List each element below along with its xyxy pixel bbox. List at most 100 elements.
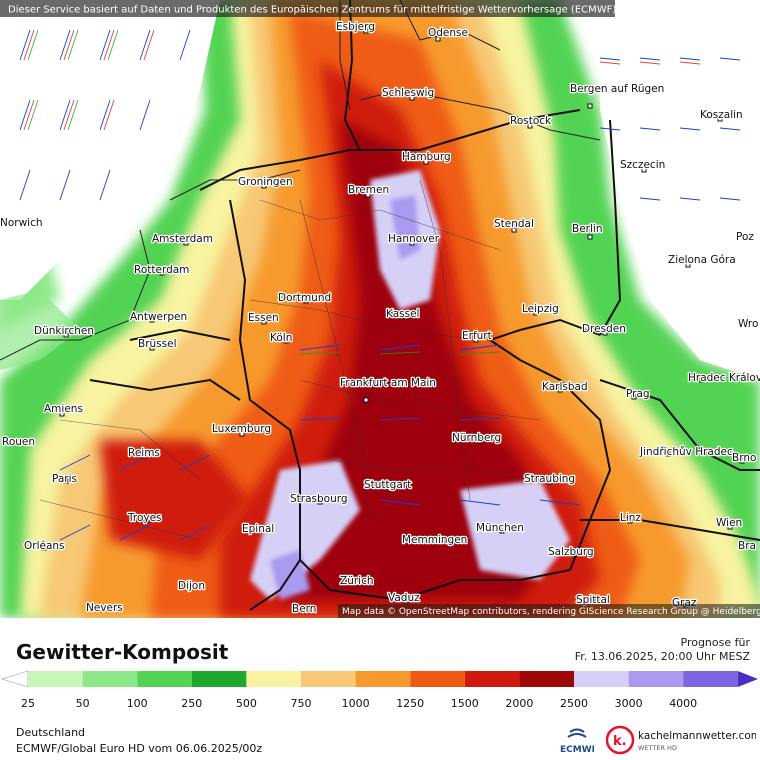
city-label: Zielona Góra: [668, 254, 736, 266]
city-label: Memmingen: [402, 534, 467, 546]
scale-tick-label: 500: [235, 697, 257, 710]
city-label: Jindřichův Hradec: [639, 446, 733, 458]
coast-lines: [0, 0, 601, 361]
scale-swatch: [683, 671, 738, 687]
city-label: Rotterdam: [134, 264, 189, 276]
city-label: Antwerpen: [130, 311, 187, 323]
city-label: Leipzig: [522, 303, 559, 315]
admin-lines: [39, 179, 541, 541]
city-label: Dünkirchen: [34, 325, 94, 337]
country-borders: [89, 0, 760, 611]
scale-swatch: [464, 671, 520, 687]
city-label: Dijon: [178, 580, 205, 592]
scale-tick-label: 1500: [450, 697, 479, 710]
city-label: Salzburg: [548, 546, 594, 558]
city-label: Erfurt: [462, 330, 492, 342]
scale-swatch: [628, 671, 684, 687]
city-label: Brüssel: [138, 338, 177, 350]
city-label: Luxemburg: [212, 423, 271, 435]
scale-tick-label: 1000: [341, 697, 370, 710]
city-label: Straubing: [524, 473, 575, 485]
city-label: Frankfurt am Main: [340, 377, 436, 389]
city-label: Reims: [128, 447, 160, 459]
model-run-label: ECMWF/Global Euro HD vom 06.06.2025/00z: [16, 742, 263, 755]
city-label: Paris: [52, 473, 77, 485]
scale-swatch: [355, 671, 411, 687]
ecmwf-logo-text: ECMWF: [560, 745, 594, 754]
scale-swatch: [574, 671, 629, 687]
map-attribution: Map data © OpenStreetMap contributors, r…: [342, 607, 760, 617]
scale-swatch: [82, 671, 138, 687]
city-label: Hradec Králové: [688, 372, 760, 384]
scale-tick-label: 1250: [396, 697, 425, 710]
scale-swatch: [301, 671, 356, 687]
scale-arrow-right: [737, 671, 758, 687]
city-label: Strasbourg: [290, 493, 348, 505]
city-label: Bremen: [348, 184, 389, 196]
city-label: Dresden: [582, 323, 626, 335]
forecast-time: Fr. 13.06.2025, 20:00 Uhr MESZ: [574, 650, 750, 663]
kachelmann-k-icon: k.: [613, 734, 627, 749]
scale-swatch: [191, 671, 247, 687]
scale-swatch: [28, 671, 83, 687]
city-label: Brno: [732, 452, 756, 464]
city-label: Schleswig: [382, 87, 434, 99]
city-label: Nürnberg: [452, 432, 501, 444]
city-label: Bern: [292, 603, 316, 615]
city-label: Prag: [626, 388, 650, 400]
city-label: Kassel: [386, 308, 419, 320]
city-label: Orléans: [24, 540, 65, 552]
city-label: Wro: [738, 318, 758, 330]
city-label: Bra: [738, 540, 756, 552]
brand-name: kachelmannwetter.com: [638, 730, 756, 742]
brand-subline: WETTER HD: [638, 744, 677, 752]
disclaimer-text: Dieser Service basiert auf Daten und Pro…: [8, 5, 616, 16]
kachelmannwetter-logo: k. kachelmannwetter.com WETTER HD: [605, 724, 760, 756]
city-label: München: [476, 522, 524, 534]
city-label: Rouen: [2, 436, 35, 448]
city-label: Poz: [736, 231, 754, 243]
city-label: Stendal: [494, 218, 534, 230]
scale-tick-label: 25: [21, 697, 35, 710]
city-label: Stuttgart: [364, 479, 411, 491]
city-label: Dortmund: [278, 292, 331, 304]
precip-field: [0, 0, 760, 618]
city-label: Hannover: [388, 233, 440, 245]
city-label: Koszalin: [700, 109, 743, 121]
city-label: Essen: [248, 312, 279, 324]
scale-tick-label: 250: [181, 697, 203, 710]
city-label: Zürich: [340, 575, 374, 587]
city-label: Linz: [620, 512, 641, 524]
legend-title: Gewitter-Komposit: [16, 640, 229, 664]
city-labels: Esbjerg Odense Schleswig Bergen auf Rüge…: [0, 20, 760, 617]
disclaimer-bg: [0, 0, 615, 17]
city-label: Rostock: [510, 115, 552, 127]
scale-tick-label: 4000: [669, 697, 698, 710]
scale-swatch: [519, 671, 574, 687]
city-label: Hamburg: [402, 151, 451, 163]
forecast-label: Prognose für: [680, 636, 751, 649]
city-label: Esbjerg: [336, 21, 375, 33]
color-scale-bar: [0, 670, 758, 688]
weather-map: Esbjerg Odense Schleswig Bergen auf Rüge…: [0, 0, 760, 618]
scale-tick-label: 750: [290, 697, 312, 710]
city-label: Norwich: [0, 217, 43, 229]
scale-swatch: [246, 671, 301, 687]
scale-arrow-left: [0, 670, 29, 688]
scale-tick-label: 3000: [614, 697, 643, 710]
city-label: Amsterdam: [152, 233, 213, 245]
city-label: Troyes: [127, 512, 162, 524]
city-label: Wien: [716, 517, 742, 529]
city-label: Karlsbad: [542, 381, 588, 393]
city-label: Groningen: [238, 176, 293, 188]
wind-arrows: [19, 29, 741, 541]
city-label: Köln: [270, 332, 292, 344]
scale-tick-label: 100: [126, 697, 148, 710]
city-label: Vaduz: [388, 592, 420, 604]
city-label: Amiens: [44, 403, 83, 415]
ecmwf-logo: ECMWF: [560, 728, 594, 754]
scale-swatch: [137, 671, 192, 687]
city-label: Berlin: [572, 223, 602, 235]
scale-tick-label: 2000: [505, 697, 534, 710]
attribution-bg: [338, 604, 760, 618]
